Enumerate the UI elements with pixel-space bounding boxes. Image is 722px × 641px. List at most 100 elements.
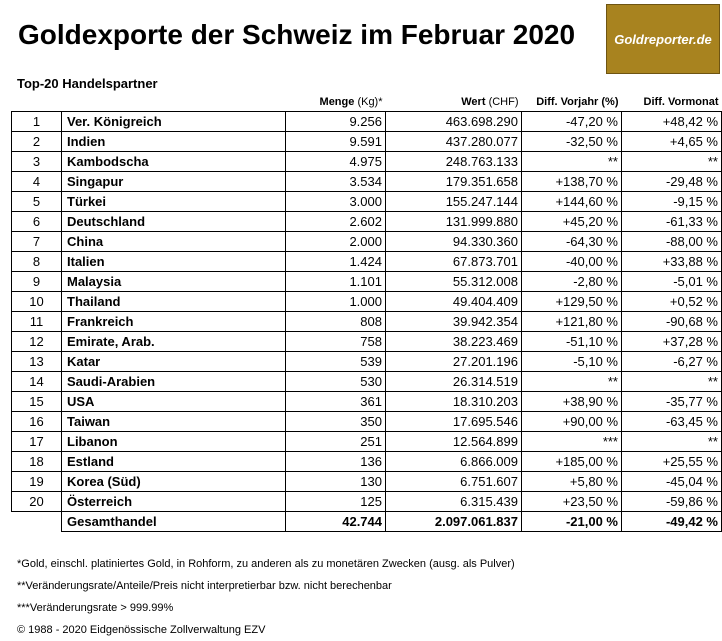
table-row: 9 Malaysia 1.101 55.312.008 -2,80 % -5,01 % — [11, 271, 722, 292]
cell-country: Frankreich — [61, 311, 286, 332]
total-vorjahr: -21,00 % — [521, 511, 622, 532]
cell-vorjahr: -2,80 % — [521, 271, 622, 292]
cell-wert: 38.223.469 — [385, 331, 522, 352]
cell-rank: 20 — [11, 491, 62, 512]
cell-vorjahr: +129,50 % — [521, 291, 622, 312]
cell-vormonat: -90,68 % — [621, 311, 722, 332]
header-diff-vorjahr: Diff. Vorjahr (%) — [536, 96, 619, 108]
cell-wert: 26.314.519 — [385, 371, 522, 392]
cell-wert: 131.999.880 — [385, 211, 522, 232]
cell-wert: 155.247.144 — [385, 191, 522, 212]
cell-vormonat: ** — [621, 151, 722, 172]
table-row: 10 Thailand 1.000 49.404.409 +129,50 % +0,52 … — [11, 291, 722, 312]
cell-vormonat: -29,48 % — [621, 171, 722, 192]
cell-wert: 67.873.701 — [385, 251, 522, 272]
header-wert: Wert (CHF) — [461, 96, 519, 108]
cell-vormonat: -9,15 % — [621, 191, 722, 212]
cell-vorjahr: -5,10 % — [521, 351, 622, 372]
total-rank-cell — [12, 512, 62, 532]
footnote-not-interpretable: **Veränderungsrate/Anteile/Preis nicht i… — [17, 580, 392, 592]
cell-vormonat: +4,65 % — [621, 131, 722, 152]
cell-menge: 9.591 — [285, 131, 386, 152]
footnote-gold-definition: *Gold, einschl. platiniertes Gold, in Ro… — [17, 558, 515, 570]
cell-menge: 539 — [285, 351, 386, 372]
cell-rank: 5 — [11, 191, 62, 212]
cell-menge: 2.602 — [285, 211, 386, 232]
cell-vorjahr: -51,10 % — [521, 331, 622, 352]
cell-country: Deutschland — [61, 211, 286, 232]
table-subtitle: Top-20 Handelspartner — [17, 76, 158, 91]
cell-menge: 2.000 — [285, 231, 386, 252]
cell-vorjahr: -40,00 % — [521, 251, 622, 272]
cell-vorjahr: ** — [521, 151, 622, 172]
cell-wert: 248.763.133 — [385, 151, 522, 172]
cell-country: Emirate, Arab. — [61, 331, 286, 352]
cell-wert: 55.312.008 — [385, 271, 522, 292]
cell-rank: 13 — [11, 351, 62, 372]
cell-vormonat: +37,28 % — [621, 331, 722, 352]
cell-rank: 7 — [11, 231, 62, 252]
cell-vormonat: ** — [621, 371, 722, 392]
cell-wert: 6.315.439 — [385, 491, 522, 512]
table-row: 7 China 2.000 94.330.360 -64,30 % -88,00 % — [11, 231, 722, 252]
footnote-rate-over-999: ***Veränderungsrate > 999.99% — [17, 602, 174, 614]
cell-vorjahr: ** — [521, 371, 622, 392]
cell-vormonat: ** — [621, 431, 722, 452]
cell-menge: 136 — [285, 451, 386, 472]
table-row: 6 Deutschland 2.602 131.999.880 +45,20 % -61,… — [11, 211, 722, 232]
table-row: 19 Korea (Süd) 130 6.751.607 +5,80 % -45,04 % — [11, 471, 722, 492]
total-wert: 2.097.061.837 — [385, 511, 522, 532]
cell-rank: 18 — [11, 451, 62, 472]
cell-vormonat: -59,86 % — [621, 491, 722, 512]
cell-rank: 12 — [11, 331, 62, 352]
table-row: 12 Emirate, Arab. 758 38.223.469 -51,10 % +37… — [11, 331, 722, 352]
cell-vormonat: -88,00 % — [621, 231, 722, 252]
cell-rank: 17 — [11, 431, 62, 452]
cell-rank: 15 — [11, 391, 62, 412]
table-row: 8 Italien 1.424 67.873.701 -40,00 % +33,88 % — [11, 251, 722, 272]
cell-vorjahr: +23,50 % — [521, 491, 622, 512]
cell-vorjahr: -32,50 % — [521, 131, 622, 152]
cell-wert: 437.280.077 — [385, 131, 522, 152]
cell-country: Türkei — [61, 191, 286, 212]
cell-country: Taiwan — [61, 411, 286, 432]
page-title: Goldexporte der Schweiz im Februar 2020 — [18, 19, 576, 50]
goldreporter-logo[interactable]: Goldreporter.de — [606, 4, 720, 74]
cell-menge: 3.000 — [285, 191, 386, 212]
table-row: 3 Kambodscha 4.975 248.763.133 ** ** — [11, 151, 722, 172]
cell-menge: 9.256 — [285, 111, 386, 132]
cell-menge: 251 — [285, 431, 386, 452]
cell-vormonat: -6,27 % — [621, 351, 722, 372]
cell-menge: 1.101 — [285, 271, 386, 292]
cell-country: Singapur — [61, 171, 286, 192]
cell-vormonat: -45,04 % — [621, 471, 722, 492]
total-label: Gesamthandel — [61, 511, 286, 532]
cell-menge: 1.000 — [285, 291, 386, 312]
table-row: 1 Ver. Königreich 9.256 463.698.290 -47,20 %… — [11, 111, 722, 132]
cell-vorjahr: +45,20 % — [521, 211, 622, 232]
cell-wert: 17.695.546 — [385, 411, 522, 432]
cell-vormonat: +0,52 % — [621, 291, 722, 312]
cell-vormonat: -5,01 % — [621, 271, 722, 292]
cell-country: Ver. Königreich — [61, 111, 286, 132]
cell-menge: 361 — [285, 391, 386, 412]
cell-wert: 39.942.354 — [385, 311, 522, 332]
cell-vormonat: +25,55 % — [621, 451, 722, 472]
cell-menge: 530 — [285, 371, 386, 392]
cell-rank: 2 — [11, 131, 62, 152]
cell-rank: 14 — [11, 371, 62, 392]
cell-country: Libanon — [61, 431, 286, 452]
table-row: 11 Frankreich 808 39.942.354 +121,80 % -90,68… — [11, 311, 722, 332]
table-row: 14 Saudi-Arabien 530 26.314.519 ** ** — [11, 371, 722, 392]
cell-menge: 125 — [285, 491, 386, 512]
table-row: 13 Katar 539 27.201.196 -5,10 % -6,27 % — [11, 351, 722, 372]
cell-country: Estland — [61, 451, 286, 472]
cell-vormonat: -63,45 % — [621, 411, 722, 432]
cell-wert: 18.310.203 — [385, 391, 522, 412]
cell-vorjahr: +185,00 % — [521, 451, 622, 472]
table-row: 2 Indien 9.591 437.280.077 -32,50 % +4,65 % — [11, 131, 722, 152]
total-vormonat: -49,42 % — [621, 511, 722, 532]
cell-vormonat: -61,33 % — [621, 211, 722, 232]
cell-rank: 1 — [11, 111, 62, 132]
cell-rank: 11 — [11, 311, 62, 332]
